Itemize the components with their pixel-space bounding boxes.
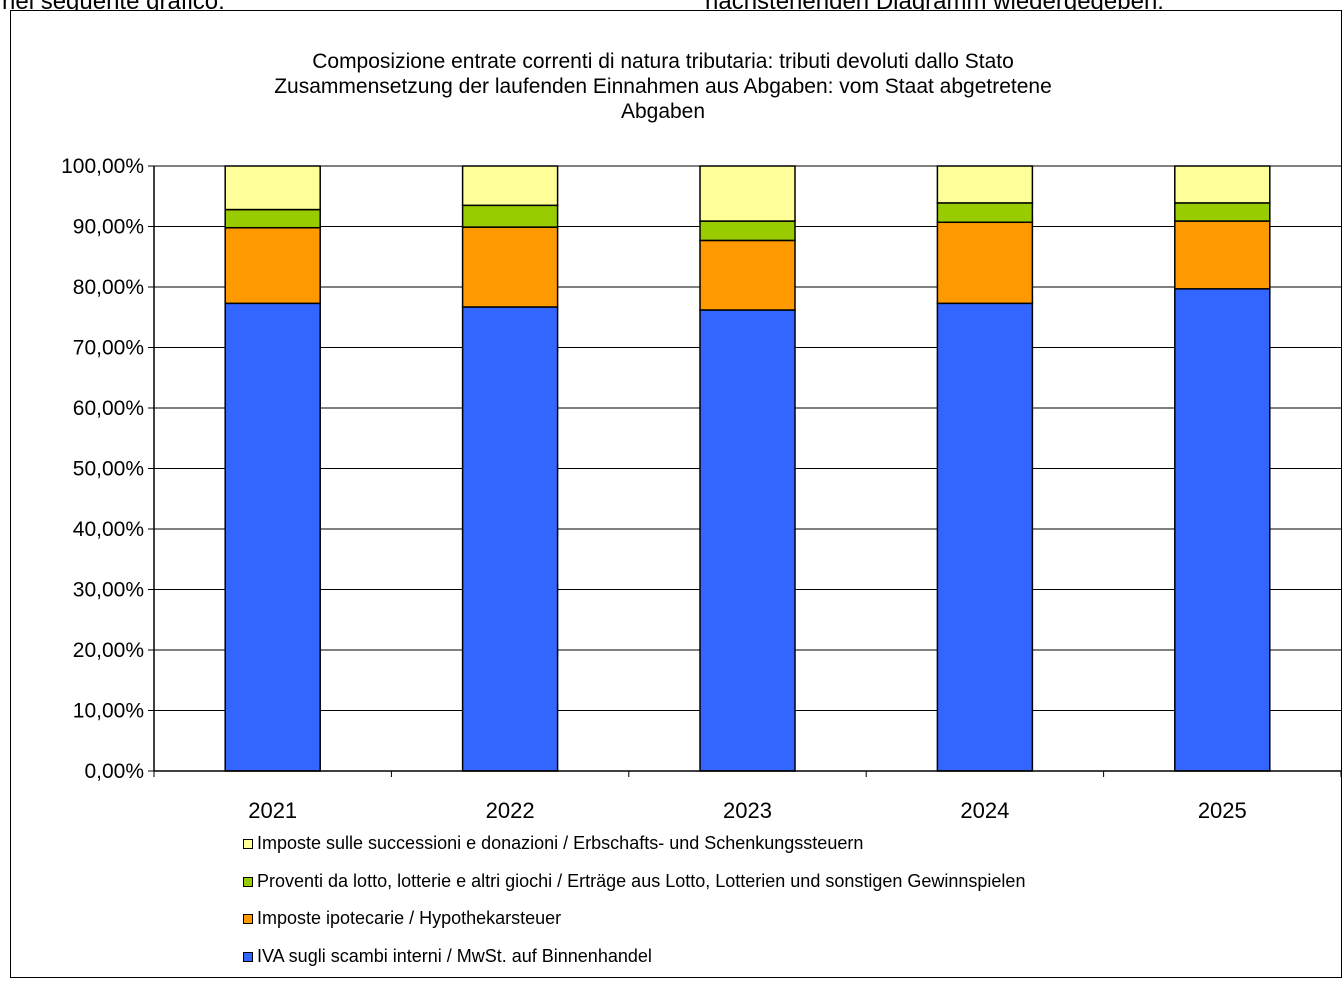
bar-segment [225, 228, 320, 304]
bar-segment [225, 210, 320, 228]
legend-item-successioni: Imposte sulle successioni e donazioni / … [243, 833, 1025, 871]
legend-label-lotto: Proventi da lotto, lotterie e altri gioc… [257, 871, 1025, 892]
bar-segment [700, 240, 795, 310]
y-tick-label: 100,00% [61, 155, 144, 178]
legend-label-ipotecarie: Imposte ipotecarie / Hypothekarsteuer [257, 908, 561, 929]
bar-segment [1175, 289, 1270, 771]
y-tick-label: 20,00% [73, 639, 144, 662]
x-tick-label: 2021 [248, 798, 297, 823]
legend-label-iva: IVA sugli scambi interni / MwSt. auf Bin… [257, 946, 652, 967]
y-tick-label: 40,00% [73, 518, 144, 541]
bar-segment [225, 166, 320, 210]
legend-item-lotto: Proventi da lotto, lotterie e altri gioc… [243, 871, 1025, 909]
legend-swatch-lotto [243, 877, 253, 887]
bar-segment [1175, 203, 1270, 221]
bar-segment [463, 205, 558, 227]
y-tick-label: 90,00% [73, 216, 144, 239]
y-tick-label: 60,00% [73, 397, 144, 420]
y-tick-label: 30,00% [73, 579, 144, 602]
y-tick-label: 50,00% [73, 458, 144, 481]
legend-swatch-ipotecarie [243, 914, 253, 924]
x-tick-label: 2022 [486, 798, 535, 823]
y-tick-label: 10,00% [73, 700, 144, 723]
legend-swatch-iva [243, 952, 253, 962]
bar-segment [1175, 221, 1270, 289]
bar-segment [463, 166, 558, 205]
y-tick-label: 0,00% [84, 760, 144, 783]
y-tick-label: 80,00% [73, 276, 144, 299]
bar-segment [700, 221, 795, 240]
x-tick-label: 2025 [1198, 798, 1247, 823]
y-tick-label: 70,00% [73, 337, 144, 360]
legend-swatch-successioni [243, 839, 253, 849]
x-tick-label: 2023 [723, 798, 772, 823]
bar-segment [700, 310, 795, 771]
legend-label-successioni: Imposte sulle successioni e donazioni / … [257, 833, 863, 854]
bar-segment [937, 203, 1032, 222]
bar-segment [937, 166, 1032, 203]
chart-frame: Composizione entrate correnti di natura … [10, 10, 1342, 978]
bar-segment [225, 303, 320, 771]
bar-segment [463, 307, 558, 771]
bar-segment [1175, 166, 1270, 203]
legend-item-ipotecarie: Imposte ipotecarie / Hypothekarsteuer [243, 908, 1025, 946]
x-tick-label: 2024 [960, 798, 1009, 823]
bar-segment [937, 303, 1032, 771]
legend-item-iva: IVA sugli scambi interni / MwSt. auf Bin… [243, 946, 1025, 983]
bar-segment [700, 166, 795, 221]
bar-segment [937, 222, 1032, 303]
legend: Imposte sulle successioni e donazioni / … [243, 833, 1025, 983]
bar-segment [463, 227, 558, 307]
